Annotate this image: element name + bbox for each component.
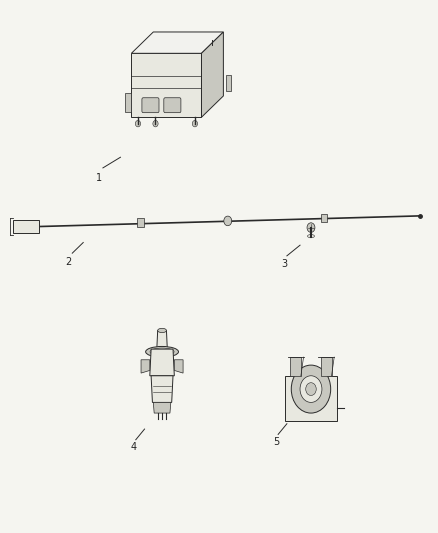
Polygon shape xyxy=(157,330,167,349)
Polygon shape xyxy=(150,349,174,376)
Polygon shape xyxy=(131,32,223,53)
Polygon shape xyxy=(151,376,173,402)
Polygon shape xyxy=(13,220,39,233)
FancyBboxPatch shape xyxy=(164,98,181,112)
Circle shape xyxy=(291,365,331,413)
Polygon shape xyxy=(131,53,201,117)
Polygon shape xyxy=(321,357,332,376)
Ellipse shape xyxy=(158,328,166,333)
Circle shape xyxy=(135,120,141,127)
Circle shape xyxy=(307,223,315,232)
Polygon shape xyxy=(321,214,327,222)
Ellipse shape xyxy=(145,346,179,357)
Polygon shape xyxy=(141,360,150,373)
Text: 5: 5 xyxy=(273,437,279,447)
Circle shape xyxy=(153,120,158,127)
Text: 2: 2 xyxy=(65,257,71,268)
Polygon shape xyxy=(201,32,223,117)
Polygon shape xyxy=(153,402,171,413)
Circle shape xyxy=(192,120,198,127)
Ellipse shape xyxy=(150,348,174,356)
Polygon shape xyxy=(174,360,183,373)
Polygon shape xyxy=(226,75,231,91)
Text: 4: 4 xyxy=(131,442,137,453)
FancyBboxPatch shape xyxy=(142,98,159,112)
Circle shape xyxy=(306,383,316,395)
Polygon shape xyxy=(137,218,144,228)
Circle shape xyxy=(300,376,322,402)
Text: 3: 3 xyxy=(282,259,288,269)
Polygon shape xyxy=(125,93,131,112)
Text: 1: 1 xyxy=(95,173,102,183)
Circle shape xyxy=(224,216,232,225)
Ellipse shape xyxy=(307,235,314,238)
Polygon shape xyxy=(290,357,301,376)
Polygon shape xyxy=(285,376,337,421)
